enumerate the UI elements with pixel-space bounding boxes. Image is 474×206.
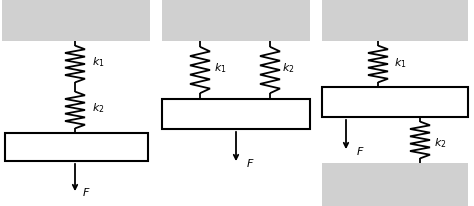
Text: $F$: $F$: [356, 144, 365, 156]
Bar: [162, 0, 310, 42]
Text: $k_1$: $k_1$: [394, 56, 407, 70]
Bar: [5, 133, 148, 161]
Text: $k_1$: $k_1$: [214, 61, 227, 75]
Bar: [322, 0, 468, 42]
Bar: [2, 0, 150, 42]
Bar: [322, 163, 468, 206]
Text: $k_2$: $k_2$: [434, 135, 447, 149]
Text: $k_2$: $k_2$: [92, 101, 105, 114]
Bar: [162, 99, 310, 129]
Bar: [322, 88, 468, 117]
Text: $F$: $F$: [246, 156, 255, 168]
Text: $k_1$: $k_1$: [92, 55, 105, 69]
Text: $F$: $F$: [82, 185, 91, 197]
Text: $k_2$: $k_2$: [282, 61, 294, 75]
